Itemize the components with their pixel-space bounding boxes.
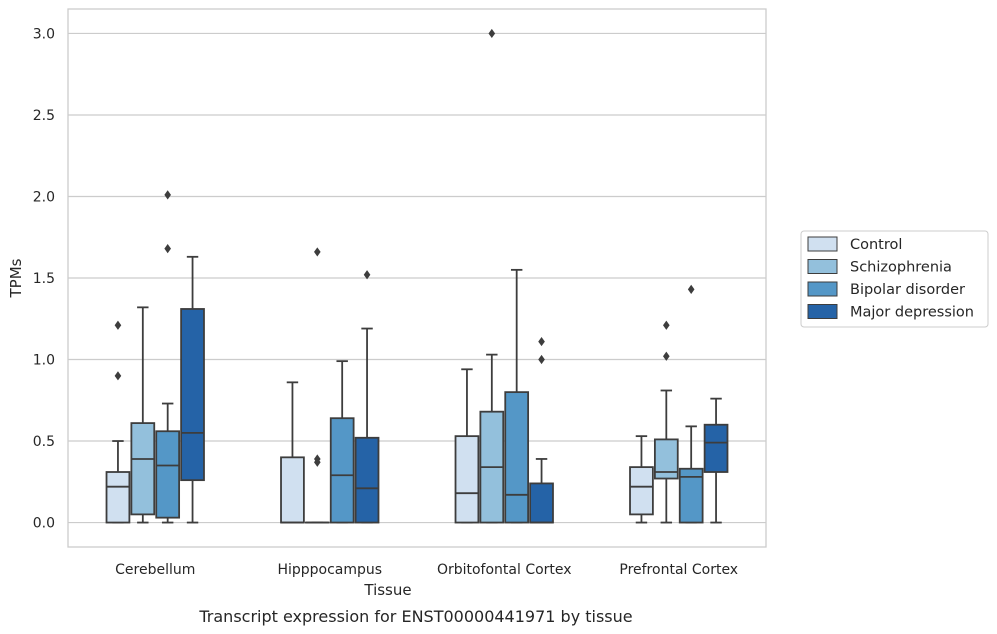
y-tick-label: 2.5 — [33, 108, 55, 124]
outlier-point — [663, 320, 670, 330]
outlier-point — [114, 371, 122, 381]
chart-caption: Transcript expression for ENST0000044197… — [198, 607, 632, 626]
y-axis-title: TPMs — [7, 258, 25, 298]
legend-swatch — [807, 236, 838, 252]
x-tick-label: Cerebellum — [115, 562, 195, 578]
outlier-point — [314, 454, 321, 464]
legend-swatch — [807, 281, 838, 297]
outlier-point — [687, 284, 695, 295]
outlier-point — [314, 247, 321, 257]
box-control — [105, 320, 131, 524]
y-tick-labels: 0.0 0.5 1.0 1.5 2.0 2.5 3.0 — [33, 26, 55, 531]
x-tick-label: Prefrontal Cortex — [619, 562, 738, 578]
box-iqr — [678, 467, 704, 524]
y-tick-label: 0.5 — [33, 434, 55, 450]
y-tick-label: 3.0 — [33, 26, 55, 42]
box-bipolar-disorder — [329, 360, 355, 524]
box-major-depression — [180, 255, 205, 524]
box-schizophrenia — [479, 28, 505, 524]
box-series — [105, 28, 729, 524]
legend-swatch — [807, 259, 838, 274]
outlier-point — [538, 354, 545, 365]
box-iqr — [703, 423, 729, 473]
box-iqr — [130, 422, 156, 516]
box-schizophrenia — [304, 247, 330, 524]
box-iqr — [155, 430, 181, 519]
legend-frame — [800, 230, 989, 328]
x-axis-title: Tissue — [363, 581, 411, 599]
legend: Control Schizophrenia Bipolar disorder Majo… — [800, 230, 989, 328]
box-iqr — [529, 482, 554, 524]
box-bipolar-disorder — [678, 284, 704, 524]
legend-label: Control — [850, 237, 902, 253]
legend-swatch — [807, 304, 838, 319]
box-bipolar-disorder — [504, 268, 530, 524]
legend-label: Bipolar disorder — [850, 282, 965, 298]
outlier-point — [164, 190, 171, 200]
x-tick-label: Orbitofontal Cortex — [437, 562, 572, 578]
outlier-point — [164, 244, 171, 254]
box-iqr — [653, 438, 679, 480]
box-control — [280, 381, 305, 524]
box-iqr — [629, 466, 654, 516]
box-iqr — [454, 435, 480, 524]
box-iqr — [354, 436, 380, 524]
box-iqr — [280, 456, 305, 524]
outlier-point — [538, 336, 545, 347]
box-schizophrenia — [653, 320, 679, 524]
legend-label: Schizophrenia — [850, 260, 952, 276]
y-tick-label: 2.0 — [33, 189, 55, 205]
box-major-depression — [703, 397, 729, 524]
box-iqr — [504, 391, 530, 524]
box-control — [629, 435, 654, 524]
y-tick-label: 1.5 — [33, 271, 55, 287]
box-control — [454, 368, 480, 524]
plot-frame — [67, 8, 767, 548]
box-iqr — [180, 308, 205, 482]
x-tick-label: Hipppocampus — [277, 562, 382, 578]
outlier-point — [663, 351, 670, 361]
outlier-point — [114, 320, 122, 330]
y-tick-label: 0.0 — [33, 516, 55, 532]
outlier-point — [488, 28, 496, 39]
box-bipolar-disorder — [155, 190, 181, 524]
legend-label: Major depression — [850, 305, 974, 321]
box-iqr — [105, 471, 131, 524]
box-iqr — [329, 417, 355, 524]
box-major-depression — [354, 270, 380, 524]
box-major-depression — [529, 336, 554, 524]
outlier-point — [363, 270, 371, 280]
x-tick-labels: Cerebellum Hipppocampus Orbitofontal Corte… — [115, 562, 738, 578]
y-tick-label: 1.0 — [33, 353, 55, 369]
box-schizophrenia — [130, 306, 156, 524]
